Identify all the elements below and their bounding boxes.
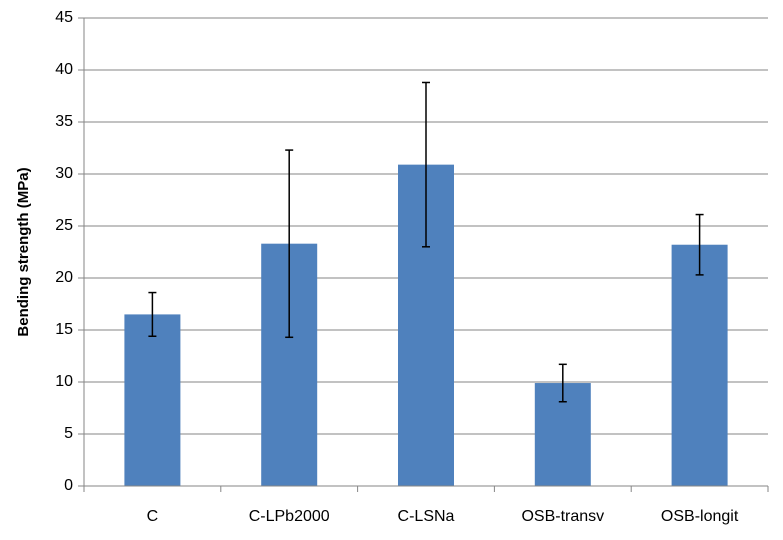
y-tick-label: 40 bbox=[55, 61, 73, 78]
x-tick-labels: C C-LPb2000 C-LSNa OSB-transv OSB-longit bbox=[147, 508, 739, 525]
x-tick-label: OSB-transv bbox=[521, 508, 604, 525]
y-tick-label: 5 bbox=[64, 425, 73, 442]
y-tick-label: 15 bbox=[55, 321, 73, 338]
error-bar bbox=[148, 291, 157, 337]
y-tick-label: 30 bbox=[55, 165, 73, 182]
error-bar bbox=[285, 149, 294, 339]
x-tick-label: C-LSNa bbox=[398, 508, 455, 525]
bar-osb-longit bbox=[671, 244, 728, 486]
x-tick-label: C bbox=[147, 508, 159, 525]
error-bar bbox=[422, 81, 430, 248]
y-tick-label: 45 bbox=[55, 9, 73, 26]
x-tick-label: C-LPb2000 bbox=[249, 508, 330, 525]
y-tick-label: 35 bbox=[55, 113, 73, 130]
y-tick-labels: 0 5 10 15 20 25 30 35 40 45 bbox=[55, 9, 73, 494]
axes bbox=[78, 17, 769, 492]
error-bar bbox=[558, 363, 567, 403]
error-bar bbox=[695, 213, 704, 276]
bar-c bbox=[124, 314, 181, 486]
y-axis-label: Bending strength (MPa) bbox=[15, 167, 32, 336]
y-tick-label: 10 bbox=[55, 373, 73, 390]
bars bbox=[124, 164, 728, 486]
y-tick-label: 0 bbox=[64, 477, 73, 494]
error-bars bbox=[148, 81, 704, 403]
y-tick-label: 20 bbox=[55, 269, 73, 286]
y-tick-label: 25 bbox=[55, 217, 73, 234]
x-tick-label: OSB-longit bbox=[661, 508, 739, 525]
